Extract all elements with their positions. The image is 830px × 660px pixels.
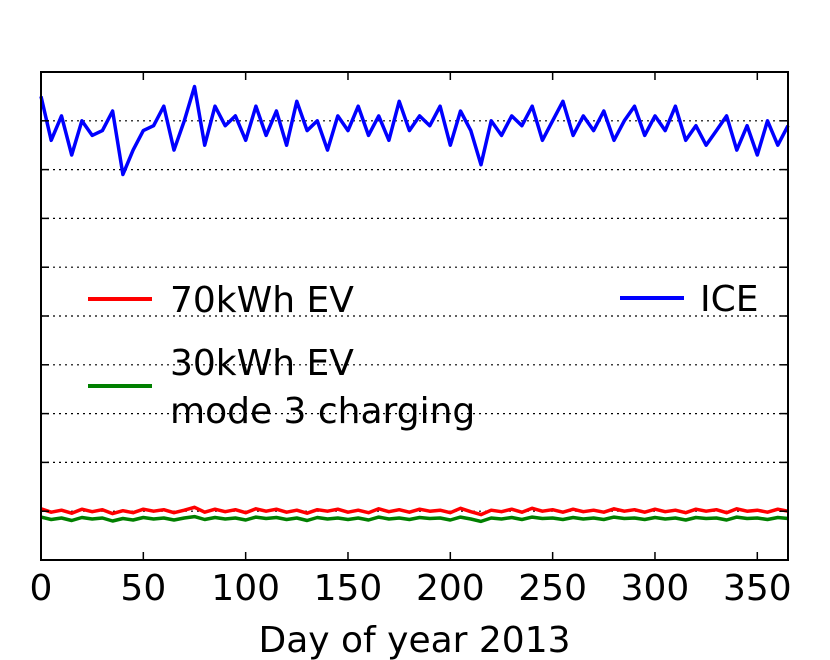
legend-label: mode 3 charging <box>170 391 475 432</box>
x-tick-label: 150 <box>314 568 383 609</box>
x-tick-label: 300 <box>621 568 690 609</box>
x-tick-label: 350 <box>723 568 792 609</box>
legend: 70kWh EV 30kWh EV mode 3 charging ICE <box>88 279 759 432</box>
series-line-30kwh-ev-mode-3-charging <box>40 514 789 524</box>
series-line-ice <box>39 84 790 177</box>
x-tick-labels: 0 50 100 150 200 250 300 350 <box>30 568 792 609</box>
x-axis-label: Day of year 2013 <box>258 620 570 660</box>
legend-label: ICE <box>700 279 759 320</box>
series-line-70kwh-ev <box>40 505 789 517</box>
series-layer <box>39 84 790 524</box>
x-tick-label: 100 <box>211 568 280 609</box>
x-tick-label: 50 <box>120 568 166 609</box>
legend-label: 30kWh EV <box>170 343 354 384</box>
x-tick-label: 200 <box>416 568 485 609</box>
x-tick-label: 0 <box>30 568 53 609</box>
axis-ticks <box>40 71 788 561</box>
legend-label: 70kWh EV <box>170 280 354 321</box>
x-tick-label: 250 <box>518 568 587 609</box>
